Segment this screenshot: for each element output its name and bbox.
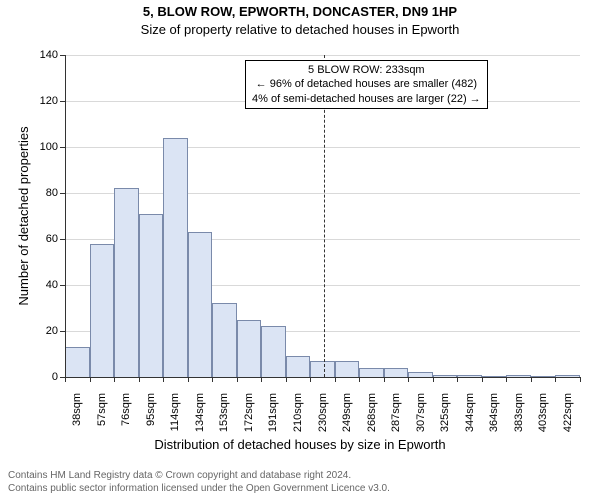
histogram-bar bbox=[384, 368, 409, 377]
gridline bbox=[65, 147, 580, 148]
x-tick-label: 134sqm bbox=[194, 393, 206, 443]
x-tick-label: 172sqm bbox=[243, 393, 255, 443]
info-line-3: 4% of semi-detached houses are larger (2… bbox=[252, 92, 481, 106]
x-tick-label: 383sqm bbox=[513, 393, 525, 443]
x-tick-label: 307sqm bbox=[415, 393, 427, 443]
y-axis-line bbox=[65, 55, 66, 377]
histogram-bar bbox=[163, 138, 188, 377]
histogram-bar bbox=[237, 320, 262, 378]
y-tick-label: 20 bbox=[30, 325, 58, 337]
footer-line-2: Contains public sector information licen… bbox=[8, 483, 390, 494]
x-axis-label: Distribution of detached houses by size … bbox=[0, 437, 600, 452]
x-tick-label: 38sqm bbox=[71, 393, 83, 443]
x-tick-label: 114sqm bbox=[169, 393, 181, 443]
x-tick-label: 249sqm bbox=[341, 393, 353, 443]
title-address: 5, BLOW ROW, EPWORTH, DONCASTER, DN9 1HP bbox=[0, 4, 600, 19]
x-tick-label: 268sqm bbox=[366, 393, 378, 443]
x-tick-label: 344sqm bbox=[464, 393, 476, 443]
histogram-bar bbox=[114, 188, 139, 377]
y-tick-label: 100 bbox=[30, 141, 58, 153]
x-tick-label: 95sqm bbox=[145, 393, 157, 443]
x-tick-label: 76sqm bbox=[120, 393, 132, 443]
x-axis-line bbox=[65, 377, 580, 378]
y-tick-label: 0 bbox=[30, 371, 58, 383]
x-tick-label: 422sqm bbox=[562, 393, 574, 443]
histogram-bar bbox=[261, 326, 286, 377]
histogram-bar bbox=[90, 244, 115, 377]
x-tick-label: 325sqm bbox=[439, 393, 451, 443]
y-tick-label: 60 bbox=[30, 233, 58, 245]
x-tick-label: 153sqm bbox=[218, 393, 230, 443]
y-axis-label: Number of detached properties bbox=[16, 55, 31, 377]
y-tick-label: 140 bbox=[30, 49, 58, 61]
histogram-bar bbox=[359, 368, 384, 377]
x-tick-label: 403sqm bbox=[537, 393, 549, 443]
histogram-bar bbox=[65, 347, 90, 377]
chart-container: 5, BLOW ROW, EPWORTH, DONCASTER, DN9 1HP… bbox=[0, 0, 600, 500]
x-tick-label: 287sqm bbox=[390, 393, 402, 443]
gridline bbox=[65, 55, 580, 56]
info-line-2: ← 96% of detached houses are smaller (48… bbox=[252, 77, 481, 91]
histogram-bar bbox=[335, 361, 360, 377]
x-tick-label: 57sqm bbox=[96, 393, 108, 443]
histogram-bar bbox=[310, 361, 335, 377]
title-subtitle: Size of property relative to detached ho… bbox=[0, 22, 600, 37]
histogram-bar bbox=[188, 232, 213, 377]
histogram-bar bbox=[286, 356, 311, 377]
x-tick bbox=[580, 377, 581, 382]
gridline bbox=[65, 193, 580, 194]
footer-line-1: Contains HM Land Registry data © Crown c… bbox=[8, 470, 351, 481]
histogram-bar bbox=[139, 214, 164, 377]
info-line-1: 5 BLOW ROW: 233sqm bbox=[252, 63, 481, 77]
x-tick-label: 210sqm bbox=[292, 393, 304, 443]
info-callout: 5 BLOW ROW: 233sqm ← 96% of detached hou… bbox=[245, 60, 488, 109]
y-tick-label: 120 bbox=[30, 95, 58, 107]
x-tick-label: 191sqm bbox=[267, 393, 279, 443]
y-tick-label: 40 bbox=[30, 279, 58, 291]
histogram-bar bbox=[212, 303, 237, 377]
y-tick-label: 80 bbox=[30, 187, 58, 199]
x-tick-label: 230sqm bbox=[317, 393, 329, 443]
x-tick-label: 364sqm bbox=[488, 393, 500, 443]
